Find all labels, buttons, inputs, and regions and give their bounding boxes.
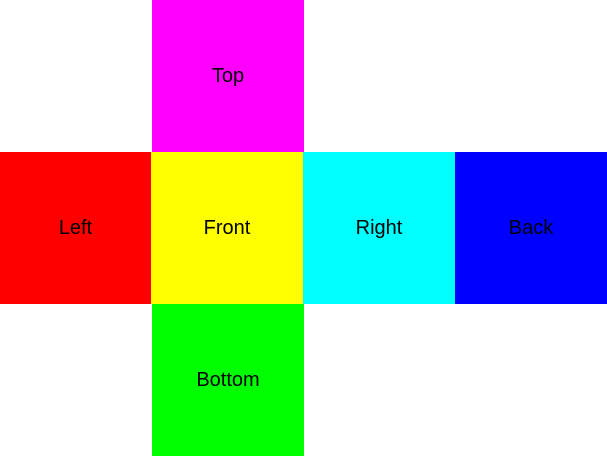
face-back: Back bbox=[455, 152, 607, 304]
face-bottom-label: Bottom bbox=[196, 368, 260, 391]
face-right: Right bbox=[303, 152, 455, 304]
face-right-label: Right bbox=[355, 216, 403, 239]
face-left: Left bbox=[0, 152, 151, 304]
face-left-label: Left bbox=[58, 216, 93, 239]
face-front: Front bbox=[151, 152, 303, 304]
face-back-label: Back bbox=[508, 216, 554, 239]
face-top: Top bbox=[152, 0, 304, 152]
face-front-label: Front bbox=[203, 216, 251, 239]
face-top-label: Top bbox=[211, 64, 245, 87]
face-bottom: Bottom bbox=[152, 304, 304, 456]
